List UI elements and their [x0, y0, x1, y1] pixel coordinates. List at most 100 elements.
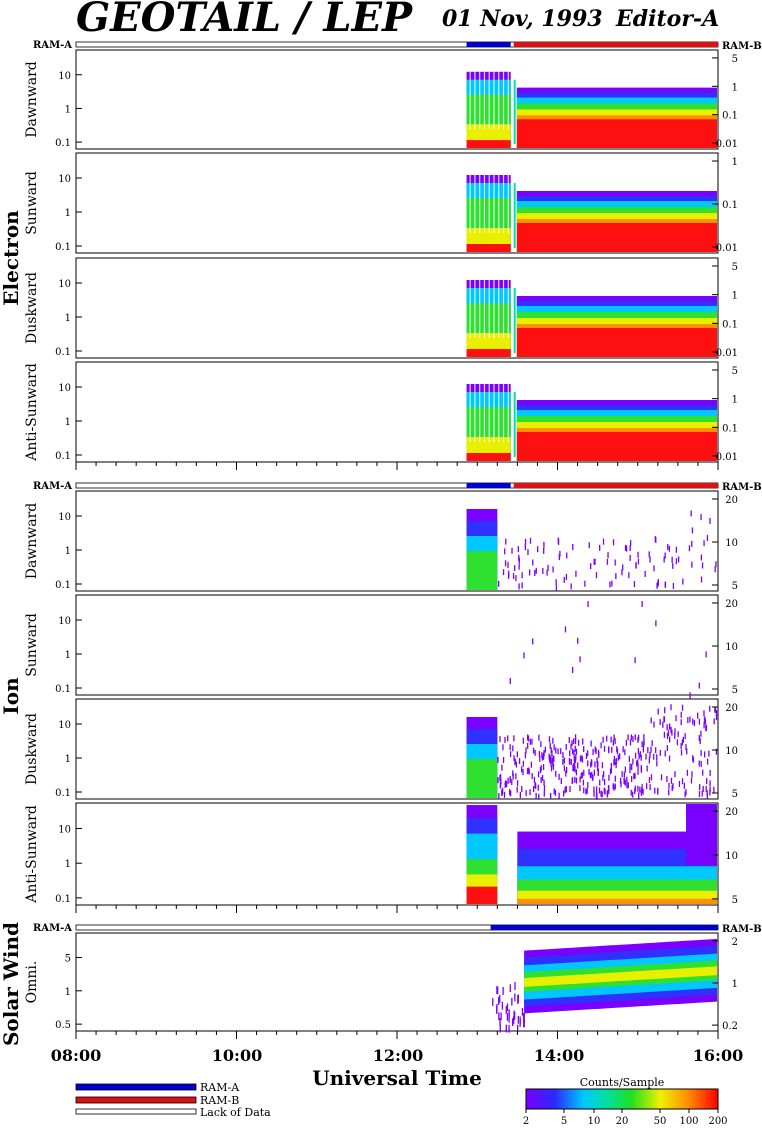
spectrogram-pixel	[615, 762, 617, 769]
ytick-label-right: 0.2	[722, 1021, 738, 1032]
spectrogram-pixel	[708, 750, 710, 757]
spectrogram-pixel	[523, 652, 525, 659]
spectrogram-pixel	[555, 747, 557, 754]
spectrogram-pixel	[575, 769, 578, 776]
spectrogram-pixel	[648, 551, 650, 558]
spectrogram-pixel	[507, 777, 509, 784]
ytick-label-left: 1	[65, 313, 71, 324]
spectrogram-pixel	[593, 786, 595, 793]
spectrogram-pixel	[518, 554, 520, 561]
spectrogram-pixel	[709, 705, 711, 712]
spectrogram-pixel	[600, 742, 602, 749]
spectrogram-pixel	[624, 779, 626, 786]
ram-b-segment	[513, 42, 718, 47]
ytick-label-right: 20	[725, 495, 738, 506]
spectrogram-pixel	[706, 792, 709, 799]
spectrogram-pixel	[603, 745, 606, 752]
spectrogram-pixel	[539, 755, 541, 762]
spectrogram-pixel	[550, 793, 552, 800]
spectrogram-pixel	[637, 748, 640, 755]
spectrogram-pixel	[579, 776, 581, 783]
spectrogram-pixel	[582, 738, 584, 745]
spectrogram-pixel	[508, 570, 510, 577]
spectrogram-pixel	[715, 561, 717, 568]
spectrogram-pixel	[692, 718, 694, 725]
spectrogram-pixel	[531, 773, 533, 780]
spectrogram-pixel	[518, 563, 520, 570]
panel-electron-duskward: Duskward 10 1 0.1 5 1 0.1 0.01	[24, 257, 738, 359]
spectrogram-pixel	[650, 774, 653, 781]
spectrogram-pixel	[668, 755, 671, 762]
spectrogram-pixel	[645, 783, 648, 790]
spectrogram-pixel	[528, 768, 530, 775]
spectrogram-pixel	[656, 582, 658, 589]
spectrogram-pixel	[514, 982, 516, 990]
spectrogram-pixel	[555, 585, 558, 592]
spectrogram-pixel	[657, 787, 659, 794]
spectrogram-pixel	[639, 751, 641, 758]
spectrogram-pixel	[592, 749, 594, 756]
spectrogram-pixel	[583, 769, 585, 776]
spectrogram-pixel	[553, 744, 555, 751]
spectrogram-pixel	[595, 748, 597, 755]
spectrogram-pixel	[666, 745, 669, 752]
spectrogram-pixel	[587, 782, 589, 789]
spectrogram-pixel	[553, 788, 555, 795]
xtick-label-1000: 10:00	[212, 1046, 262, 1065]
ytick-label-right: 5	[732, 685, 738, 696]
spectrogram-pixel	[653, 565, 655, 572]
spectrogram-pixel	[715, 748, 718, 755]
ytick-label-right: 5	[732, 895, 738, 906]
spectrogram-pixel	[512, 1016, 515, 1025]
spectrogram-pixel	[514, 758, 516, 765]
spectrogram-pixel	[630, 734, 633, 741]
spectrogram-pixel	[701, 562, 704, 569]
spectrogram-pixel	[625, 739, 628, 746]
legend-label-ram-a: RAM-A	[200, 1081, 240, 1094]
spectrogram-pixel	[563, 790, 565, 797]
spectrogram-pixel	[557, 748, 559, 755]
spectrogram-pixel	[643, 734, 645, 741]
spectrogram-pixel	[571, 666, 574, 673]
spectrogram-pixel	[655, 747, 657, 754]
spectrogram-pixel	[678, 780, 681, 787]
spectrogram-pixel	[622, 746, 624, 753]
spectrogram-pixel	[614, 738, 616, 745]
spectrogram-pixel	[691, 527, 694, 534]
spectrogram-pixel	[624, 544, 627, 551]
spectrogram-pixel	[642, 746, 645, 753]
spectrogram-pixel	[600, 790, 602, 797]
spectrogram-pixel	[685, 789, 687, 796]
spectrogram-pixel	[674, 732, 676, 739]
spectrogram-pixel	[681, 778, 684, 785]
panel-ylabel: Sunward	[24, 613, 40, 677]
group-label-electron: Electron	[0, 210, 23, 306]
spectrogram-pixel	[629, 540, 632, 547]
spectrogram-pixel	[505, 1005, 507, 1014]
spectrogram-pixel	[541, 754, 544, 761]
spectrogram-pixel	[524, 752, 527, 759]
spectrogram-pixel	[569, 750, 571, 757]
spectrogram-pixel	[659, 719, 661, 726]
spectrogram-pixel	[663, 716, 666, 723]
spectrogram-pixel	[670, 777, 673, 784]
spectrogram-pixel	[532, 638, 534, 645]
spectrogram-pixel	[680, 711, 682, 718]
spectrogram-pixel	[541, 774, 544, 781]
spectrogram-pixel	[498, 793, 500, 800]
spectrogram-gap-streak	[474, 69, 476, 130]
spectrogram-pixel	[640, 766, 643, 773]
panel-ylabel: Dawnward	[24, 503, 40, 580]
spectrogram-pixel	[662, 721, 664, 728]
spectrogram-pixel	[624, 749, 626, 756]
spectrogram-pixel	[637, 734, 640, 741]
spectrogram-pixel	[496, 1003, 498, 1012]
spectrogram-pixel	[705, 651, 707, 658]
ytick-label-left: 0.1	[55, 138, 71, 149]
spectrogram-pixel	[650, 746, 652, 753]
spectrogram-pixel	[538, 734, 540, 741]
data-gap-sliver	[513, 392, 516, 457]
spectrogram-gap-streak	[498, 278, 500, 338]
spectrogram-pixel	[606, 558, 609, 565]
legend-label-ram-b: RAM-B	[200, 1094, 239, 1107]
